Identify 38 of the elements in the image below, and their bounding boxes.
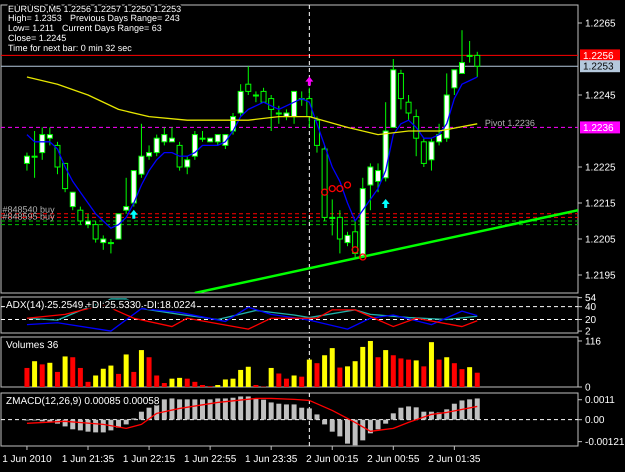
x-tick-label: 2 Jun 01:35: [428, 454, 481, 465]
chart-title: Volumes 36: [6, 340, 59, 351]
ref-line-label: 1.2236: [583, 122, 614, 134]
annotation: High= 1.2353: [8, 13, 62, 23]
annotation: #848540 buy: [2, 204, 56, 214]
y-tick-label: 116: [585, 336, 602, 348]
x-tick-label: 2 Jun 00:55: [367, 454, 420, 465]
y-tick-label: 0.0011: [585, 395, 616, 406]
x-tick-label: 1 Jun 23:35: [245, 454, 298, 465]
ref-line-label: 1.2256: [583, 50, 614, 62]
y-tick-label: 1.2265: [585, 18, 616, 30]
x-tick-label: 1 Jun 22:55: [184, 454, 237, 465]
y-tick-label: 1.2215: [585, 198, 616, 210]
x-tick-label: 1 Jun 21:35: [62, 454, 115, 465]
annotation: Pivot 1.2236: [484, 118, 535, 128]
chart-title: ZMACD(12,26,9) 0.00085 0.00058: [6, 396, 160, 407]
y-tick-label: 54: [585, 293, 597, 304]
annotation: Previous Days Range= 243: [70, 13, 180, 23]
y-tick-label: 0: [585, 382, 591, 394]
y-tick-label: 1.2195: [585, 270, 616, 282]
annotation: Low= 1.211: [8, 23, 54, 33]
y-tick-label: 1.2245: [585, 90, 616, 102]
y-tick-label: 1.2205: [585, 234, 616, 246]
y-tick-label: -0.00121: [585, 437, 625, 448]
y-tick-label: 40: [585, 302, 597, 314]
y-tick-label: 20: [585, 315, 597, 326]
x-tick-label: 2 Jun 00:15: [306, 454, 359, 465]
y-tick-label: 2: [585, 326, 591, 338]
annotation: #848595 buy: [2, 212, 56, 222]
chart-title: EURUSD,M5 1.2256 1.2257 1.2250 1.2253: [8, 4, 182, 14]
x-tick-label: 1 Jun 2010: [2, 454, 52, 465]
annotation: Close= 1.2245: [8, 33, 66, 43]
y-tick-label: 1.2225: [585, 162, 616, 174]
ref-line-label: 1.2253: [583, 62, 614, 73]
y-tick-label: 0.00: [585, 415, 605, 426]
annotation: Time for next bar: 0 min 32 sec: [8, 43, 132, 53]
x-tick-label: 1 Jun 22:15: [122, 454, 176, 465]
annotation: Current Days Range= 63: [62, 23, 162, 33]
